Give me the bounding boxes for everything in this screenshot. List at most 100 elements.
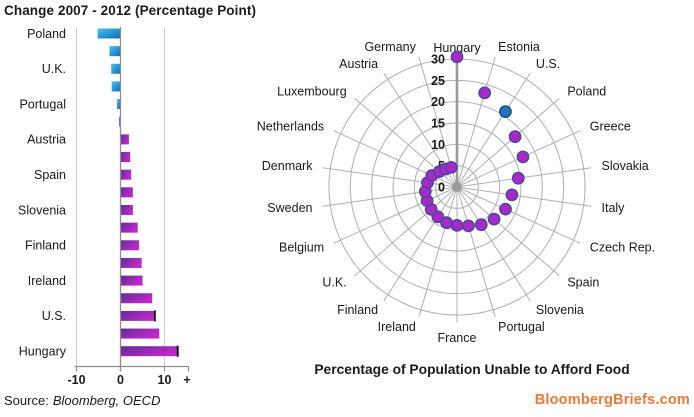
ring-label-10: 10 (431, 138, 445, 152)
bar-label-spain: Spain (34, 168, 66, 182)
radar-point-italy (505, 188, 519, 202)
bar-finland (121, 240, 140, 251)
x-tick-label-0: 0 (117, 373, 124, 387)
bar-item-8 (121, 152, 131, 163)
radar-label-france: France (438, 331, 477, 345)
spoke-u-s (456, 72, 531, 188)
radar-label-hungary: Hungary (433, 41, 481, 55)
center-hub (452, 182, 462, 192)
source-label: Source: (4, 393, 49, 408)
ring-label-25: 25 (431, 74, 445, 88)
bar-ireland (121, 275, 143, 286)
bar-label-u-k: U.K. (42, 62, 66, 76)
radar-label-denmark: Denmark (262, 159, 313, 173)
radar-label-sweden: Sweden (267, 201, 312, 215)
radar-chart: 051015202530HungaryEstoniaU.S.PolandGree… (257, 40, 655, 345)
bar-spain (121, 169, 132, 180)
radar-label-greece: Greece (590, 119, 631, 133)
radar-label-ireland: Ireland (378, 320, 416, 334)
bar-label-finland: Finland (25, 239, 66, 253)
source-note: Source: Bloomberg, OECD (4, 393, 160, 408)
bar-chart: Poland U.K. Portugal Austria Spain Slovenia Fi… (18, 27, 191, 387)
radar-point-greece (516, 150, 530, 164)
radar-label-slovenia: Slovenia (536, 303, 584, 317)
bar-item-12 (121, 222, 138, 233)
radar-label-czech-rep: Czech Rep. (590, 241, 655, 255)
spoke-ireland (418, 186, 458, 318)
radar-point-germany (444, 160, 458, 174)
bar-item-4 (111, 81, 121, 92)
radar-label-estonia: Estonia (498, 40, 540, 54)
bar-slovenia (121, 205, 133, 215)
radar-point-u-s (499, 105, 512, 119)
bar-item-10 (121, 187, 133, 198)
ring-label-20: 20 (431, 95, 445, 109)
radar-point-portugal (462, 219, 475, 233)
spoke-spain (456, 186, 560, 277)
bar-u-s (121, 310, 155, 321)
radar-point-czech-rep (499, 202, 512, 216)
radar-label-netherlands: Netherlands (257, 119, 324, 133)
bar-u-k (111, 63, 121, 74)
radar-point-ireland (440, 216, 453, 230)
radar-label-italy: Italy (602, 201, 626, 215)
spoke-u-k (354, 186, 458, 277)
bar-portugal (116, 99, 121, 110)
radar-label-germany: Germany (364, 40, 416, 54)
bar-label-poland: Poland (27, 27, 66, 41)
radar-chart-title: Percentage of Population Unable to Affor… (314, 362, 630, 377)
x-tick-label-item: + (183, 373, 190, 387)
radar-label-slovakia: Slovakia (602, 159, 649, 173)
radar-label-finland: Finland (337, 303, 378, 317)
radar-label-u-s: U.S. (536, 57, 560, 71)
radar-point-slovakia (511, 171, 525, 185)
radar-label-portugal: Portugal (498, 320, 545, 334)
bar-chart-title: Change 2007 - 2012 (Percentage Point) (4, 3, 257, 18)
spoke-czech-rep (456, 186, 581, 244)
spoke-finland (383, 186, 458, 302)
bar-austria (121, 134, 129, 145)
bar-item-18 (121, 328, 160, 339)
radar-label-u-k: U.K. (322, 276, 346, 290)
bar-label-hungary: Hungary (19, 345, 67, 359)
bar-item-16 (121, 293, 153, 304)
spoke-belgium (333, 186, 458, 244)
bar-label-austria: Austria (27, 133, 66, 147)
bar-item-14 (121, 257, 142, 268)
x-tick-label-10: -10 (67, 373, 85, 387)
radar-label-luxembourg: Luxembourg (277, 84, 347, 98)
bar-label-portugal: Portugal (19, 97, 66, 111)
radar-label-poland: Poland (567, 84, 606, 98)
spoke-slovenia (456, 186, 531, 302)
radar-point-slovenia (474, 218, 488, 232)
ring-label-0: 0 (438, 181, 445, 195)
radar-point-estonia (478, 86, 492, 100)
radar-point-poland (508, 130, 522, 144)
bar-item-6 (119, 116, 121, 127)
bar-label-u-s: U.S. (42, 309, 66, 323)
radar-label-austria: Austria (339, 57, 378, 71)
radar-point-hungary (450, 50, 464, 64)
bar-poland (97, 28, 121, 39)
spoke-estonia (456, 56, 496, 188)
radar-point-france (450, 218, 464, 232)
bar-label-ireland: Ireland (28, 274, 66, 288)
spoke-sweden (322, 186, 458, 207)
spoke-portugal (456, 186, 496, 318)
spoke-italy (456, 186, 592, 207)
ring-label-30: 30 (431, 53, 445, 67)
radar-label-spain: Spain (567, 276, 599, 290)
radar-point-spain (487, 212, 501, 226)
bloomberg-briefs-logo: BloombergBriefs.com (534, 392, 690, 408)
bar-hungary (121, 346, 178, 357)
spoke-denmark (322, 167, 458, 188)
bar-label-slovenia: Slovenia (18, 203, 66, 217)
ring-label-15: 15 (431, 117, 445, 131)
radar-label-belgium: Belgium (279, 241, 324, 255)
source-value: Bloomberg, OECD (52, 393, 161, 408)
x-tick-label-10: 10 (158, 373, 172, 387)
bar-item-2 (109, 46, 121, 57)
spoke-poland (456, 97, 560, 188)
